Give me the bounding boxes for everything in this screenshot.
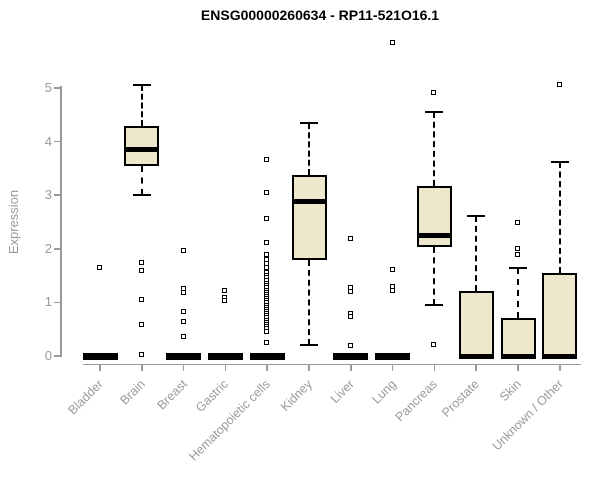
collapsed-box	[207, 352, 243, 360]
collapsed-box	[375, 352, 411, 360]
lower-whisker	[140, 165, 143, 196]
lower-whisker-cap	[132, 194, 151, 197]
outlier-point	[138, 268, 144, 274]
outlier-point	[347, 289, 353, 295]
median-line	[500, 353, 536, 359]
outlier-point	[138, 296, 144, 302]
y-axis-tick	[54, 194, 60, 196]
outlier-point	[138, 260, 144, 266]
outlier-point	[347, 313, 353, 319]
y-tick-label: 1	[44, 294, 52, 310]
box	[500, 318, 536, 356]
outlier-point	[347, 236, 353, 242]
x-axis-tick	[391, 364, 394, 371]
collapsed-box	[166, 352, 202, 360]
outlier-point	[389, 267, 395, 273]
outlier-point	[97, 264, 102, 270]
upper-whisker-cap	[300, 121, 318, 124]
outlier-point	[264, 328, 270, 334]
outlier-point	[180, 334, 186, 340]
chart-title: ENSG00000260634 - RP11-521O16.1	[200, 7, 440, 23]
upper-whisker-cap	[509, 266, 527, 269]
median-line	[124, 147, 160, 153]
y-axis-tick	[54, 87, 60, 89]
median-line	[458, 353, 494, 359]
y-tick-label: 2	[44, 240, 52, 256]
outlier-point	[264, 339, 270, 345]
x-axis-tick	[182, 364, 185, 371]
x-axis-tick	[308, 364, 310, 371]
box	[291, 174, 327, 260]
x-axis-tick	[433, 364, 436, 371]
upper-whisker	[140, 85, 143, 126]
x-axis-tick	[517, 364, 519, 371]
outlier-point	[222, 298, 228, 304]
upper-whisker-cap	[550, 160, 569, 163]
box	[124, 125, 160, 166]
outlier-point	[515, 220, 520, 226]
upper-whisker-cap	[425, 111, 444, 114]
outlier-point	[138, 321, 144, 327]
median-line	[416, 232, 452, 238]
outlier-point	[264, 189, 270, 195]
upper-whisker	[558, 161, 561, 273]
outlier-point	[515, 251, 520, 257]
outlier-point	[264, 265, 270, 271]
outlier-point	[180, 309, 186, 315]
y-tick-label: 4	[44, 133, 52, 149]
outlier-point	[264, 216, 270, 222]
outlier-point	[180, 248, 186, 254]
lower-whisker	[308, 259, 310, 346]
outlier-point	[389, 39, 395, 45]
upper-whisker-cap	[467, 214, 486, 217]
y-axis-tick	[54, 140, 60, 143]
outlier-point	[264, 240, 270, 246]
collapsed-box	[249, 352, 285, 360]
y-tick-label: 0	[44, 348, 52, 363]
median-line	[542, 353, 578, 359]
upper-whisker	[308, 122, 310, 175]
median-line	[291, 199, 327, 205]
outlier-point	[138, 351, 144, 357]
x-axis-line	[83, 363, 581, 365]
outlier-point	[180, 289, 186, 295]
outlier-point	[347, 342, 353, 348]
lower-whisker-cap	[300, 344, 318, 347]
outlier-point	[515, 245, 520, 251]
outlier-point	[389, 288, 395, 294]
box	[416, 185, 452, 248]
x-tick-label: Unknown / Other	[489, 377, 566, 454]
x-axis-tick	[350, 364, 352, 371]
outlier-point	[431, 90, 437, 96]
upper-whisker-cap	[132, 84, 151, 87]
y-tick-label: 3	[44, 187, 52, 203]
y-tick-label: 5	[44, 80, 52, 95]
y-axis-tick	[54, 355, 60, 357]
outlier-point	[556, 82, 562, 88]
upper-whisker	[433, 112, 436, 186]
y-axis-tick	[54, 301, 60, 304]
x-axis-tick	[224, 364, 227, 371]
collapsed-box	[82, 352, 118, 360]
outlier-point	[180, 319, 186, 325]
y-axis-tick	[54, 248, 60, 250]
box	[542, 272, 578, 356]
x-axis-tick	[475, 364, 477, 371]
y-axis-line	[60, 86, 62, 357]
y-axis-label: Expression	[6, 189, 21, 255]
outlier-point	[222, 287, 228, 293]
lower-whisker-cap	[425, 304, 444, 307]
upper-whisker	[517, 267, 519, 319]
x-axis-tick	[141, 364, 143, 371]
x-axis-tick	[266, 364, 268, 371]
box	[458, 290, 494, 356]
upper-whisker	[475, 215, 478, 291]
x-axis-tick	[559, 364, 561, 371]
outlier-point	[264, 157, 270, 163]
x-axis-tick	[99, 364, 101, 371]
outlier-point	[431, 342, 437, 348]
collapsed-box	[333, 352, 369, 360]
lower-whisker	[433, 247, 436, 306]
